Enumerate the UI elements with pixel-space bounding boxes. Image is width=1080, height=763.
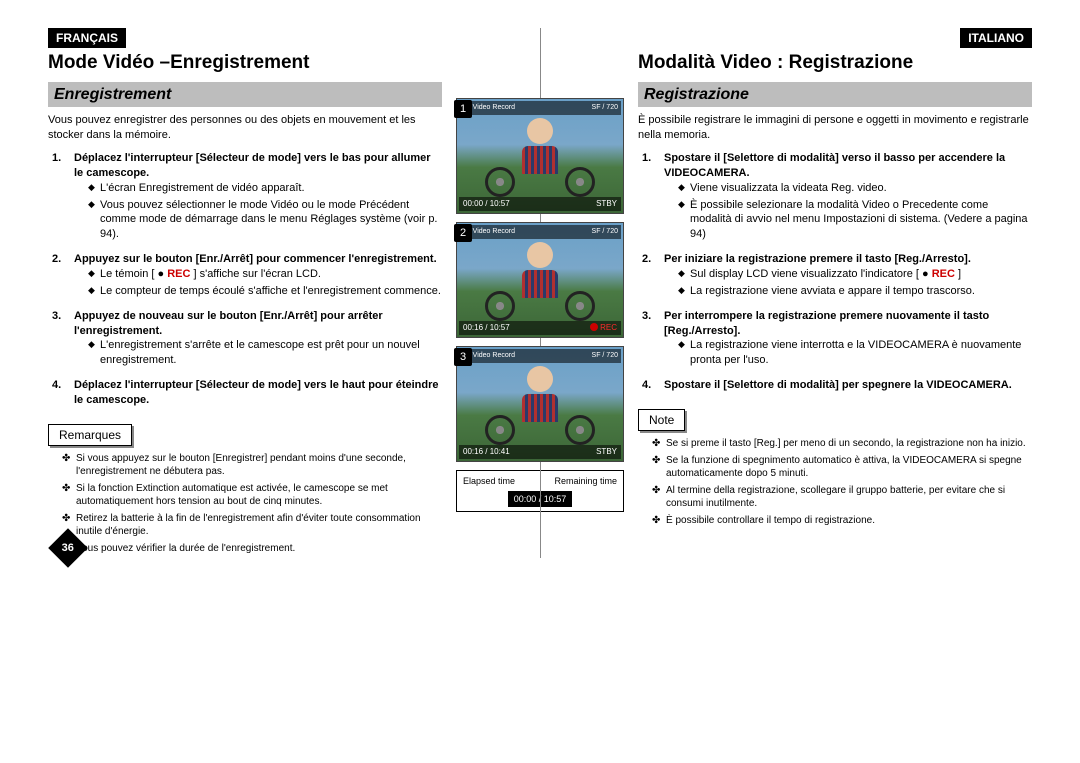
subject-kid bbox=[517, 242, 563, 300]
wheel-icon bbox=[565, 415, 595, 445]
bullet: L'enregistrement s'arrête et le camescop… bbox=[88, 338, 442, 368]
lcd-status: REC bbox=[590, 323, 617, 334]
note: Se si preme il tasto [Reg.] per meno di … bbox=[652, 437, 1032, 451]
lcd-topbar: 📹 Video Record SF / 720 bbox=[459, 101, 621, 115]
lcd-time: 00:16 / 10:57 bbox=[463, 323, 510, 334]
step-bullets: Viene visualizzata la videata Reg. video… bbox=[664, 181, 1032, 242]
lcd-bottombar: 00:16 / 10:57 REC bbox=[459, 321, 621, 335]
lcd-time: 00:00 / 10:57 bbox=[463, 199, 510, 210]
step-fr-3: Appuyez de nouveau sur le bouton [Enr./A… bbox=[48, 309, 442, 368]
shot-wrap-2: 2 📹 Video Record SF / 720 00:16 / 10:57 … bbox=[456, 222, 624, 338]
step-title: Per iniziare la registrazione premere il… bbox=[664, 253, 971, 265]
rec-dot-icon bbox=[590, 323, 598, 331]
subject-kid bbox=[517, 118, 563, 176]
step-bullets: La registrazione viene interrotta e la V… bbox=[664, 338, 1032, 368]
shot-number: 3 bbox=[454, 348, 472, 366]
steps-it: Spostare il [Selettore di modalità] vers… bbox=[638, 151, 1032, 393]
step-fr-2: Appuyez sur le bouton [Enr./Arrêt] pour … bbox=[48, 252, 442, 299]
step-title: Déplacez l'interrupteur [Sélecteur de mo… bbox=[74, 152, 431, 179]
lcd-quality: SF / 720 bbox=[592, 103, 618, 112]
step-title: Appuyez de nouveau sur le bouton [Enr./A… bbox=[74, 310, 383, 337]
rec-label: REC bbox=[167, 268, 190, 280]
lcd-quality: SF / 720 bbox=[592, 227, 618, 236]
note: Al termine della registrazione, scollega… bbox=[652, 484, 1032, 511]
lang-badge-it: ITALIANO bbox=[960, 28, 1032, 48]
shot-wrap-1: 1 📹 Video Record SF / 720 00:00 / 10:57 … bbox=[456, 98, 624, 214]
lcd-shot-3: 📹 Video Record SF / 720 00:16 / 10:41 ST… bbox=[456, 346, 624, 462]
bullet: Viene visualizzata la videata Reg. video… bbox=[678, 181, 1032, 196]
main-title-fr: Mode Vidéo –Enregistrement bbox=[48, 50, 442, 76]
step-title: Per interrompere la registrazione premer… bbox=[664, 310, 989, 337]
step-fr-1: Déplacez l'interrupteur [Sélecteur de mo… bbox=[48, 151, 442, 242]
lcd-bottombar: 00:16 / 10:41 STBY bbox=[459, 445, 621, 459]
step-bullets: Le témoin [ ● REC ] s'affiche sur l'écra… bbox=[74, 267, 442, 299]
note: Se la funzione di spegnimento automatico… bbox=[652, 454, 1032, 481]
lang-badge-fr: FRANÇAIS bbox=[48, 28, 126, 48]
lcd-bottombar: 00:00 / 10:57 STBY bbox=[459, 197, 621, 211]
wheel-icon bbox=[485, 167, 515, 197]
shot-number: 1 bbox=[454, 100, 472, 118]
bullet: Vous pouvez sélectionner le mode Vidéo o… bbox=[88, 198, 442, 243]
lcd-shot-1: 📹 Video Record SF / 720 00:00 / 10:57 ST… bbox=[456, 98, 624, 214]
lcd-status: STBY bbox=[596, 447, 617, 458]
step-bullets: L'enregistrement s'arrête et le camescop… bbox=[74, 338, 442, 368]
step-title: Spostare il [Selettore di modalità] per … bbox=[664, 379, 1012, 391]
intro-fr: Vous pouvez enregistrer des personnes ou… bbox=[48, 113, 442, 143]
lcd-status: STBY bbox=[596, 199, 617, 210]
step-it-4: Spostare il [Selettore di modalità] per … bbox=[638, 378, 1032, 393]
shot-wrap-3: 3 📹 Video Record SF / 720 00:16 / 10:41 … bbox=[456, 346, 624, 462]
shot-number: 2 bbox=[454, 224, 472, 242]
note: Si la fonction Extinction automatique es… bbox=[62, 482, 442, 509]
steps-fr: Déplacez l'interrupteur [Sélecteur de mo… bbox=[48, 151, 442, 408]
page: FRANÇAIS Mode Vidéo –Enregistrement Enre… bbox=[0, 0, 1080, 574]
step-title: Déplacez l'interrupteur [Sélecteur de mo… bbox=[74, 379, 439, 406]
note: Retirez la batterie à la fin de l'enregi… bbox=[62, 512, 442, 539]
bullet: È possibile selezionare la modalità Vide… bbox=[678, 198, 1032, 243]
step-bullets: L'écran Enregistrement de vidéo apparaît… bbox=[74, 181, 442, 242]
notes-label-it: Note bbox=[638, 409, 685, 431]
step-fr-4: Déplacez l'interrupteur [Sélecteur de mo… bbox=[48, 378, 442, 408]
rec-label: REC bbox=[932, 268, 955, 280]
lcd-quality: SF / 720 bbox=[592, 351, 618, 360]
wheel-icon bbox=[565, 291, 595, 321]
bullet: Sul display LCD viene visualizzato l'ind… bbox=[678, 267, 1032, 282]
wheel-icon bbox=[485, 415, 515, 445]
bullet: Le compteur de temps écoulé s'affiche et… bbox=[88, 284, 442, 299]
right-column: ITALIANO Modalità Video : Registrazione … bbox=[630, 28, 1032, 558]
lcd-topbar: 📹 Video Record SF / 720 bbox=[459, 349, 621, 363]
note: È possibile controllare il tempo di regi… bbox=[652, 514, 1032, 528]
step-it-3: Per interrompere la registrazione premer… bbox=[638, 309, 1032, 368]
step-title: Appuyez sur le bouton [Enr./Arrêt] pour … bbox=[74, 253, 437, 265]
bullet: Le témoin [ ● REC ] s'affiche sur l'écra… bbox=[88, 267, 442, 282]
intro-it: È possibile registrare le immagini di pe… bbox=[638, 113, 1032, 143]
wheel-icon bbox=[565, 167, 595, 197]
bullet: L'écran Enregistrement de vidéo apparaît… bbox=[88, 181, 442, 196]
subject-kid bbox=[517, 366, 563, 424]
lcd-topbar: 📹 Video Record SF / 720 bbox=[459, 225, 621, 239]
legend-elapsed: Elapsed time bbox=[463, 475, 515, 487]
bullet: La registrazione viene interrotta e la V… bbox=[678, 338, 1032, 368]
section-bar-fr: Enregistrement bbox=[48, 82, 442, 108]
bullet: La registrazione viene avviata e appare … bbox=[678, 284, 1032, 299]
wheel-icon bbox=[485, 291, 515, 321]
lcd-shot-2: 📹 Video Record SF / 720 00:16 / 10:57 RE… bbox=[456, 222, 624, 338]
step-title: Spostare il [Selettore di modalità] vers… bbox=[664, 152, 1005, 179]
notes-label-fr: Remarques bbox=[48, 424, 132, 446]
step-bullets: Sul display LCD viene visualizzato l'ind… bbox=[664, 267, 1032, 299]
notes-it: Se si preme il tasto [Reg.] per meno di … bbox=[638, 437, 1032, 527]
section-bar-it: Registrazione bbox=[638, 82, 1032, 108]
left-column: FRANÇAIS Mode Vidéo –Enregistrement Enre… bbox=[48, 28, 450, 558]
notes-fr: Si vous appuyez sur le bouton [Enregistr… bbox=[48, 452, 442, 556]
note: Si vous appuyez sur le bouton [Enregistr… bbox=[62, 452, 442, 479]
step-it-2: Per iniziare la registrazione premere il… bbox=[638, 252, 1032, 299]
lcd-time: 00:16 / 10:41 bbox=[463, 447, 510, 458]
main-title-it: Modalità Video : Registrazione bbox=[638, 50, 1032, 76]
step-it-1: Spostare il [Selettore di modalità] vers… bbox=[638, 151, 1032, 242]
legend-remaining: Remaining time bbox=[554, 475, 617, 487]
note: Vous pouvez vérifier la durée de l'enreg… bbox=[62, 542, 442, 556]
